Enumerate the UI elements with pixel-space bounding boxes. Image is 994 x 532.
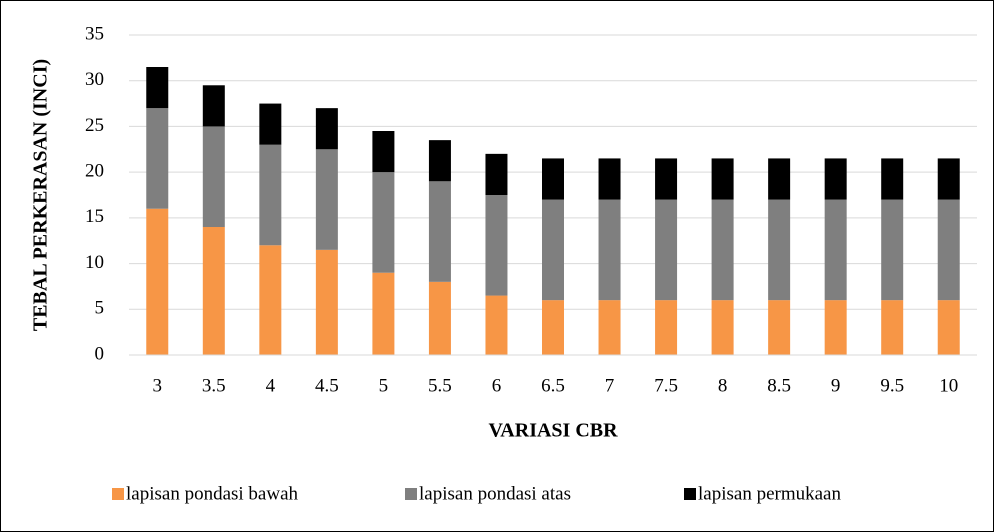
bar-segment bbox=[768, 158, 791, 200]
bar-segment bbox=[202, 126, 225, 227]
y-tick-label: 10 bbox=[85, 252, 104, 273]
bar-segment bbox=[428, 281, 451, 355]
bar-segment bbox=[202, 227, 225, 355]
bar-segment bbox=[485, 153, 508, 195]
bar-segment bbox=[315, 108, 338, 150]
legend-swatch bbox=[684, 488, 696, 500]
bar-segment bbox=[315, 249, 338, 355]
bar-segment bbox=[598, 300, 621, 355]
legend-label: lapisan pondasi atas bbox=[419, 483, 571, 504]
x-tick-label: 5.5 bbox=[428, 375, 452, 396]
bar-segment bbox=[711, 158, 734, 200]
x-tick-label: 8 bbox=[718, 375, 728, 396]
bar-segment bbox=[824, 199, 847, 301]
bar-segment bbox=[824, 300, 847, 355]
bar-segment bbox=[315, 149, 338, 250]
bar-segment bbox=[542, 199, 564, 301]
x-tick-label: 9 bbox=[831, 375, 841, 396]
y-tick-label: 5 bbox=[95, 298, 105, 319]
x-tick-label: 4 bbox=[266, 375, 276, 396]
x-tick-label: 7.5 bbox=[654, 375, 678, 396]
bar-segment bbox=[598, 199, 621, 301]
bar-segment bbox=[485, 295, 508, 355]
y-tick-label: 35 bbox=[85, 23, 104, 44]
y-tick-label: 30 bbox=[85, 69, 104, 90]
y-axis-title: TEBAL PERKERASAN (INCI) bbox=[30, 59, 52, 331]
x-tick-label: 6.5 bbox=[541, 375, 565, 396]
y-tick-label: 25 bbox=[85, 115, 104, 136]
bar-segment bbox=[881, 158, 904, 200]
bar-segment bbox=[542, 300, 564, 355]
bar-segment bbox=[768, 300, 791, 355]
bar-segment bbox=[655, 158, 678, 200]
y-tick-label: 15 bbox=[85, 206, 104, 227]
bar-segment bbox=[259, 245, 282, 355]
bar-segment bbox=[881, 199, 904, 301]
x-tick-label: 7 bbox=[605, 375, 615, 396]
x-axis-title: VARIASI CBR bbox=[488, 420, 618, 442]
x-tick-label: 10 bbox=[939, 375, 958, 396]
bar-segment bbox=[824, 158, 847, 200]
bar-segment bbox=[711, 199, 734, 301]
bar-segment bbox=[485, 195, 508, 296]
bar-segment bbox=[146, 208, 169, 355]
x-tick-label: 8.5 bbox=[767, 375, 791, 396]
y-tick-label: 0 bbox=[95, 343, 105, 364]
bar-segment bbox=[372, 172, 395, 273]
legend-label: lapisan pondasi bawah bbox=[126, 483, 299, 504]
bar-segment bbox=[372, 272, 395, 355]
x-tick-label: 3.5 bbox=[202, 375, 226, 396]
bar-segment bbox=[372, 131, 395, 173]
bar-segment bbox=[768, 199, 791, 301]
bar-segment bbox=[146, 67, 169, 109]
bar-segment bbox=[937, 158, 960, 200]
x-tick-label: 4.5 bbox=[315, 375, 339, 396]
bar-segment bbox=[881, 300, 904, 355]
bar-segment bbox=[202, 85, 225, 127]
bar-segment bbox=[937, 199, 960, 301]
bar-segment bbox=[259, 103, 282, 145]
bar-segment bbox=[598, 158, 621, 200]
bar-segment bbox=[146, 108, 169, 209]
bar-segment bbox=[259, 144, 282, 246]
legend-label: lapisan permukaan bbox=[698, 483, 841, 504]
bar-segment bbox=[655, 199, 678, 301]
x-tick-label: 3 bbox=[153, 375, 163, 396]
legend-swatch bbox=[112, 488, 124, 500]
bar-segment bbox=[655, 300, 678, 355]
bar-segment bbox=[937, 300, 960, 355]
bar-segment bbox=[428, 140, 451, 182]
x-tick-label: 5 bbox=[379, 375, 389, 396]
y-tick-label: 20 bbox=[85, 161, 104, 182]
legend-swatch bbox=[405, 488, 417, 500]
x-tick-label: 9.5 bbox=[880, 375, 904, 396]
bar-segment bbox=[428, 181, 451, 282]
x-tick-label: 6 bbox=[492, 375, 502, 396]
bar-segment bbox=[542, 158, 564, 200]
bar-segment bbox=[711, 300, 734, 355]
